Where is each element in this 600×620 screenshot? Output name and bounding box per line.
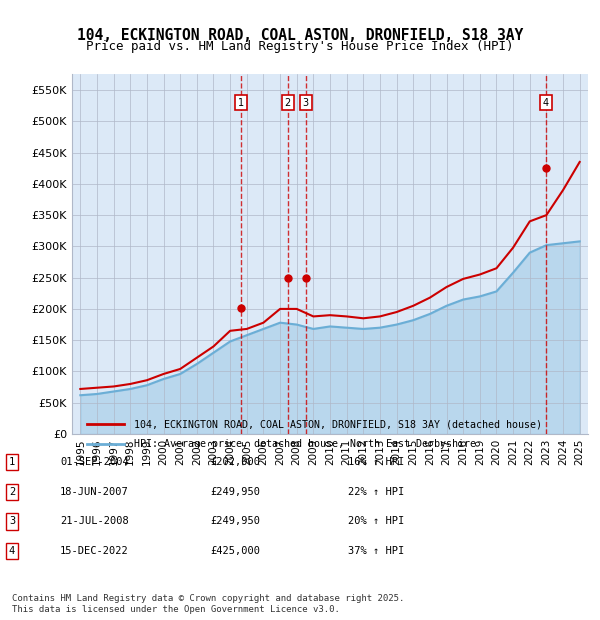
Text: 01-SEP-2004: 01-SEP-2004 bbox=[60, 457, 129, 467]
Text: 15-DEC-2022: 15-DEC-2022 bbox=[60, 546, 129, 556]
Text: 3: 3 bbox=[303, 97, 309, 107]
Text: 1: 1 bbox=[9, 457, 15, 467]
Text: 2: 2 bbox=[9, 487, 15, 497]
Text: 104, ECKINGTON ROAD, COAL ASTON, DRONFIELD, S18 3AY (detached house): 104, ECKINGTON ROAD, COAL ASTON, DRONFIE… bbox=[134, 420, 542, 430]
Text: 16% ↑ HPI: 16% ↑ HPI bbox=[348, 457, 404, 467]
Text: 4: 4 bbox=[9, 546, 15, 556]
Text: This data is licensed under the Open Government Licence v3.0.: This data is licensed under the Open Gov… bbox=[12, 604, 340, 614]
Text: £425,000: £425,000 bbox=[210, 546, 260, 556]
Text: 37% ↑ HPI: 37% ↑ HPI bbox=[348, 546, 404, 556]
Text: £202,000: £202,000 bbox=[210, 457, 260, 467]
Text: Price paid vs. HM Land Registry's House Price Index (HPI): Price paid vs. HM Land Registry's House … bbox=[86, 40, 514, 53]
Text: 104, ECKINGTON ROAD, COAL ASTON, DRONFIELD, S18 3AY: 104, ECKINGTON ROAD, COAL ASTON, DRONFIE… bbox=[77, 28, 523, 43]
Text: £249,950: £249,950 bbox=[210, 516, 260, 526]
Text: 4: 4 bbox=[542, 97, 549, 107]
Text: 18-JUN-2007: 18-JUN-2007 bbox=[60, 487, 129, 497]
Text: HPI: Average price, detached house, North East Derbyshire: HPI: Average price, detached house, Nort… bbox=[134, 438, 476, 448]
Text: 3: 3 bbox=[9, 516, 15, 526]
Text: 20% ↑ HPI: 20% ↑ HPI bbox=[348, 516, 404, 526]
Text: 21-JUL-2008: 21-JUL-2008 bbox=[60, 516, 129, 526]
Text: £249,950: £249,950 bbox=[210, 487, 260, 497]
Text: Contains HM Land Registry data © Crown copyright and database right 2025.: Contains HM Land Registry data © Crown c… bbox=[12, 593, 404, 603]
Text: 2: 2 bbox=[284, 97, 291, 107]
Text: 22% ↑ HPI: 22% ↑ HPI bbox=[348, 487, 404, 497]
Text: 1: 1 bbox=[238, 97, 244, 107]
